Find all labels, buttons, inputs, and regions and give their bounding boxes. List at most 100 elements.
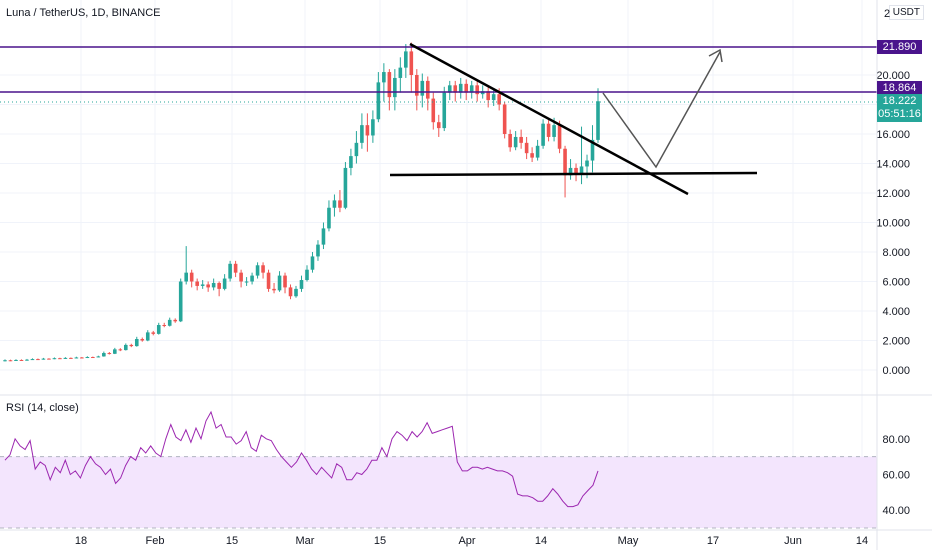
- price-axis-tick: 6.000: [882, 277, 910, 289]
- price-axis-tick: 20.000: [876, 70, 910, 82]
- candle-body: [519, 136, 523, 143]
- candle-body: [217, 282, 221, 289]
- current-price: 18.222: [882, 95, 917, 107]
- candle-body: [151, 332, 156, 334]
- current-price-tag[interactable]: 18.222 05:51:16: [877, 94, 922, 122]
- candle-body: [360, 125, 364, 143]
- candle-body: [228, 263, 232, 279]
- candle-body: [113, 349, 117, 354]
- candle-body: [590, 139, 595, 161]
- candle-body: [239, 272, 243, 282]
- candle-body: [502, 104, 507, 134]
- candle-body: [107, 353, 112, 355]
- candle-body: [189, 272, 194, 282]
- candle-body: [563, 148, 567, 176]
- candle-body: [579, 166, 584, 174]
- candle-body: [206, 284, 210, 288]
- date-axis-tick: Apr: [458, 535, 475, 547]
- candle-body: [442, 92, 447, 129]
- candle-body: [371, 119, 375, 136]
- candle-body: [19, 359, 24, 361]
- candle-body: [118, 349, 123, 351]
- candle-body: [393, 77, 397, 98]
- symbol-title: Luna / TetherUS, 1D, BINANCE: [6, 7, 161, 19]
- candle-body: [129, 344, 134, 347]
- drawings: [0, 42, 877, 196]
- candle-body: [30, 359, 35, 361]
- candle-body: [266, 272, 271, 289]
- projection-path: [602, 51, 721, 169]
- candle-body: [244, 281, 249, 283]
- candle-body: [398, 67, 403, 78]
- candle-body: [464, 83, 469, 93]
- candle-body: [475, 85, 480, 95]
- candle-body: [140, 339, 145, 341]
- candle-body: [58, 358, 62, 360]
- candle-body: [486, 91, 490, 101]
- candle-body: [80, 357, 84, 359]
- date-axis-tick: 15: [374, 535, 386, 547]
- candle-body: [250, 275, 254, 282]
- candle-body: [162, 325, 167, 327]
- candles: [3, 42, 600, 362]
- candle-body: [272, 288, 276, 291]
- date-axis-tick: 17: [707, 535, 719, 547]
- candle-body: [376, 82, 381, 120]
- date-axis-tick: Jun: [784, 535, 802, 547]
- resistance-price-tag[interactable]: 21.890: [877, 40, 922, 54]
- rsi-band: [0, 456, 877, 529]
- price-axis-tick: 0.000: [882, 365, 910, 377]
- candle-body: [91, 357, 95, 359]
- candle-body: [305, 269, 309, 281]
- candle-body: [145, 332, 150, 341]
- candle-body: [123, 344, 128, 351]
- price-axis-tick: 14.000: [876, 159, 910, 171]
- candle-body: [387, 72, 392, 98]
- rsi-axis-tick: 60.00: [882, 469, 910, 481]
- candle-body: [447, 85, 452, 93]
- candle-body: [310, 256, 315, 270]
- candle-body: [299, 280, 304, 289]
- date-axis-tick: Mar: [296, 535, 315, 547]
- candle-body: [420, 80, 425, 96]
- scale-unit-button[interactable]: USDT: [888, 5, 924, 20]
- candle-body: [156, 325, 161, 334]
- candle-body: [409, 51, 414, 75]
- candle-body: [469, 85, 474, 93]
- candle-body: [524, 142, 529, 154]
- price-axis-tick: 4.000: [882, 306, 910, 318]
- candle-body: [52, 358, 57, 360]
- candle-body: [36, 359, 40, 361]
- countdown: 05:51:16: [878, 108, 921, 120]
- support-line: [389, 171, 758, 177]
- candle-body: [552, 125, 556, 137]
- candle-body: [211, 282, 216, 288]
- date-axis-tick: 14: [535, 535, 547, 547]
- rsi-axis-tick: 40.00: [882, 505, 910, 517]
- candle-body: [134, 339, 139, 347]
- candle-body: [288, 287, 293, 297]
- candle-body: [530, 153, 534, 158]
- rsi-axis-tick: 80.00: [882, 434, 910, 446]
- candle-body: [535, 145, 540, 158]
- candle-body: [343, 167, 348, 208]
- candle-body: [382, 72, 386, 83]
- date-axis-tick: 18: [75, 535, 87, 547]
- candle-body: [195, 281, 199, 286]
- date-axis-tick: 14: [856, 535, 868, 547]
- candle-body: [327, 207, 331, 229]
- level-price-tag[interactable]: 18.864: [877, 81, 922, 95]
- candle-body: [200, 284, 205, 286]
- candle-body: [513, 136, 518, 148]
- candle-body: [222, 278, 227, 289]
- rsi-line: [4, 410, 599, 508]
- date-axis-tick: 15: [226, 535, 238, 547]
- price-axis-tick: 16.000: [876, 129, 910, 141]
- candle-body: [14, 359, 18, 361]
- price-axis-tick: 8.000: [882, 247, 910, 259]
- candle-body: [41, 358, 46, 360]
- candle-body: [261, 265, 265, 273]
- candle-body: [458, 83, 463, 93]
